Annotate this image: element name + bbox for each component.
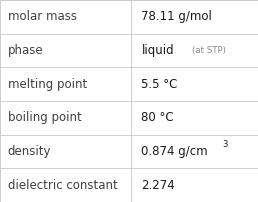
Text: boiling point: boiling point — [8, 111, 82, 124]
Text: 80 °C: 80 °C — [141, 111, 174, 124]
Text: 5.5 °C: 5.5 °C — [141, 78, 178, 91]
Text: 0.874 g/cm: 0.874 g/cm — [141, 145, 208, 158]
Text: 3: 3 — [223, 140, 228, 149]
Text: 78.11 g/mol: 78.11 g/mol — [141, 10, 212, 23]
Text: melting point: melting point — [8, 78, 87, 91]
Text: liquid: liquid — [141, 44, 174, 57]
Text: molar mass: molar mass — [8, 10, 77, 23]
Text: 2.274: 2.274 — [141, 179, 175, 192]
Text: dielectric constant: dielectric constant — [8, 179, 117, 192]
Text: density: density — [8, 145, 51, 158]
Text: (at STP): (at STP) — [192, 46, 225, 55]
Text: phase: phase — [8, 44, 43, 57]
